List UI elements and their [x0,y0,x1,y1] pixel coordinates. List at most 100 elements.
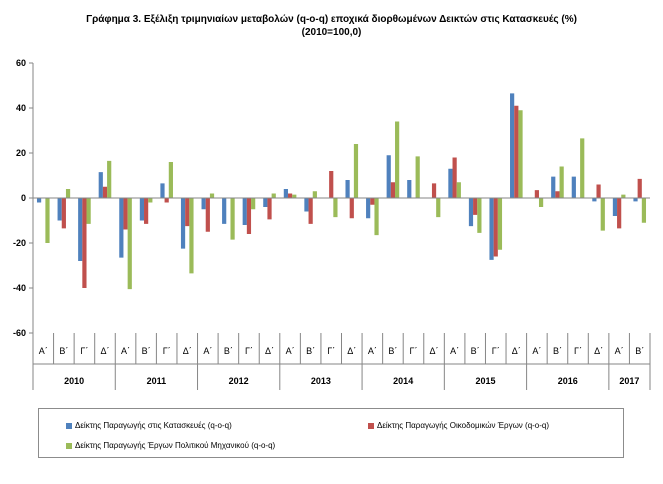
year-label: 2012 [229,376,249,386]
legend-item-buildings: Δείκτης Παραγωγής Οικοδομικών Έργων (q-o… [368,421,549,430]
bar-1 [551,176,556,199]
bar-1 [510,93,515,199]
year-label: 2017 [619,376,639,386]
bar-1 [57,198,62,221]
y-tick-label: 20 [16,148,26,158]
year-label: 2016 [558,376,578,386]
bar-2 [555,191,560,198]
legend-label-civil-engineering: Δείκτης Παραγωγής Έργων Πολιτικού Μηχανι… [75,441,276,450]
y-tick-label: 60 [16,58,26,68]
bar-2 [329,171,334,198]
y-tick-label: 0 [21,193,26,203]
legend-label-buildings: Δείκτης Παραγωγής Οικοδομικών Έργων (q-o… [377,421,550,430]
y-tick-label: 40 [16,103,26,113]
x-tick-label: Β΄ [59,346,68,356]
bar-1 [119,198,124,258]
chart-legend: Δείκτης Παραγωγής στις Κατασκευές (q-o-q… [38,408,624,458]
x-tick-label: Α΄ [121,346,130,356]
bar-1 [386,155,391,198]
legend-item-civil-engineering: Δείκτης Παραγωγής Έργων Πολιτικού Μηχανι… [66,441,275,450]
bar-3 [559,166,564,198]
bar-3 [600,198,605,231]
x-tick-label: Γ΄ [163,346,171,356]
bar-1 [139,198,145,221]
x-tick-label: Α΄ [368,346,377,356]
bar-2 [144,198,149,224]
x-tick-label: Δ΄ [430,346,439,356]
bar-1 [633,198,638,202]
bar-1 [222,198,227,224]
bar-2 [185,198,190,227]
x-tick-label: Α΄ [39,346,48,356]
y-tick-label: -20 [13,238,26,248]
bar-1 [263,198,268,207]
bar-1 [180,198,186,249]
bar-1 [304,198,309,212]
bar-1 [407,180,412,198]
bar-3 [580,138,585,199]
legend-swatch-buildings [368,422,374,429]
bar-2 [123,198,128,230]
bar-2 [534,190,539,199]
x-tick-label: Δ΄ [265,346,274,356]
bar-3 [127,198,132,290]
bar-1 [366,198,371,219]
bar-3 [292,194,297,199]
bar-3 [436,198,441,218]
bar-1 [201,198,206,210]
bar-3 [168,162,173,198]
bar-3 [395,121,400,198]
x-tick-label: Γ΄ [80,346,88,356]
bar-2 [493,198,498,257]
x-tick-label: Δ΄ [183,346,192,356]
bar-3 [374,198,379,236]
bar-2 [102,186,108,198]
bar-1 [612,198,618,216]
bar-2 [267,198,272,220]
bar-2 [637,178,642,199]
bar-2 [370,198,375,205]
bar-2 [390,182,396,198]
bar-3 [333,198,338,218]
bar-2 [452,157,457,198]
x-tick-label: Γ΄ [409,346,417,356]
year-label: 2010 [64,376,84,386]
bar-3 [518,110,523,198]
bar-1 [283,189,288,198]
legend-item-construction: Δείκτης Παραγωγής στις Κατασκευές (q-o-q… [66,421,232,430]
bar-1 [592,198,597,202]
x-tick-label: Β΄ [224,346,233,356]
chart-subtitle: (2010=100,0) [301,27,362,38]
x-tick-label: Α΄ [286,346,295,356]
x-tick-label: Δ΄ [594,346,603,356]
bar-3 [209,193,215,198]
bar-2 [164,198,169,203]
bar-2 [596,184,601,198]
year-label: 2013 [311,376,331,386]
bar-3 [415,156,420,199]
bar-1 [242,198,247,225]
bar-3 [86,198,91,224]
x-tick-label: Δ΄ [512,346,521,356]
bar-1 [345,180,350,198]
x-tick-label: Α΄ [450,346,459,356]
bar-1 [468,198,474,227]
bar-1 [160,183,165,199]
bar-3 [477,198,482,233]
bar-2 [473,198,478,215]
bar-2 [246,198,252,234]
legend-swatch-construction [66,422,72,429]
x-tick-label: Α΄ [203,346,212,356]
y-tick-label: -40 [13,283,26,293]
y-tick-label: -60 [13,328,26,338]
bar-3 [497,198,503,250]
bar-3 [312,191,317,198]
x-tick-label: Β΄ [306,346,315,356]
bar-3 [621,194,626,199]
x-tick-label: Δ΄ [100,346,109,356]
bar-3 [271,193,276,198]
bar-3 [189,198,194,274]
chart-title: Γράφημα 3. Εξέλιξη τριμηνιαίων μεταβολών… [0,13,663,39]
bar-3 [456,182,461,198]
